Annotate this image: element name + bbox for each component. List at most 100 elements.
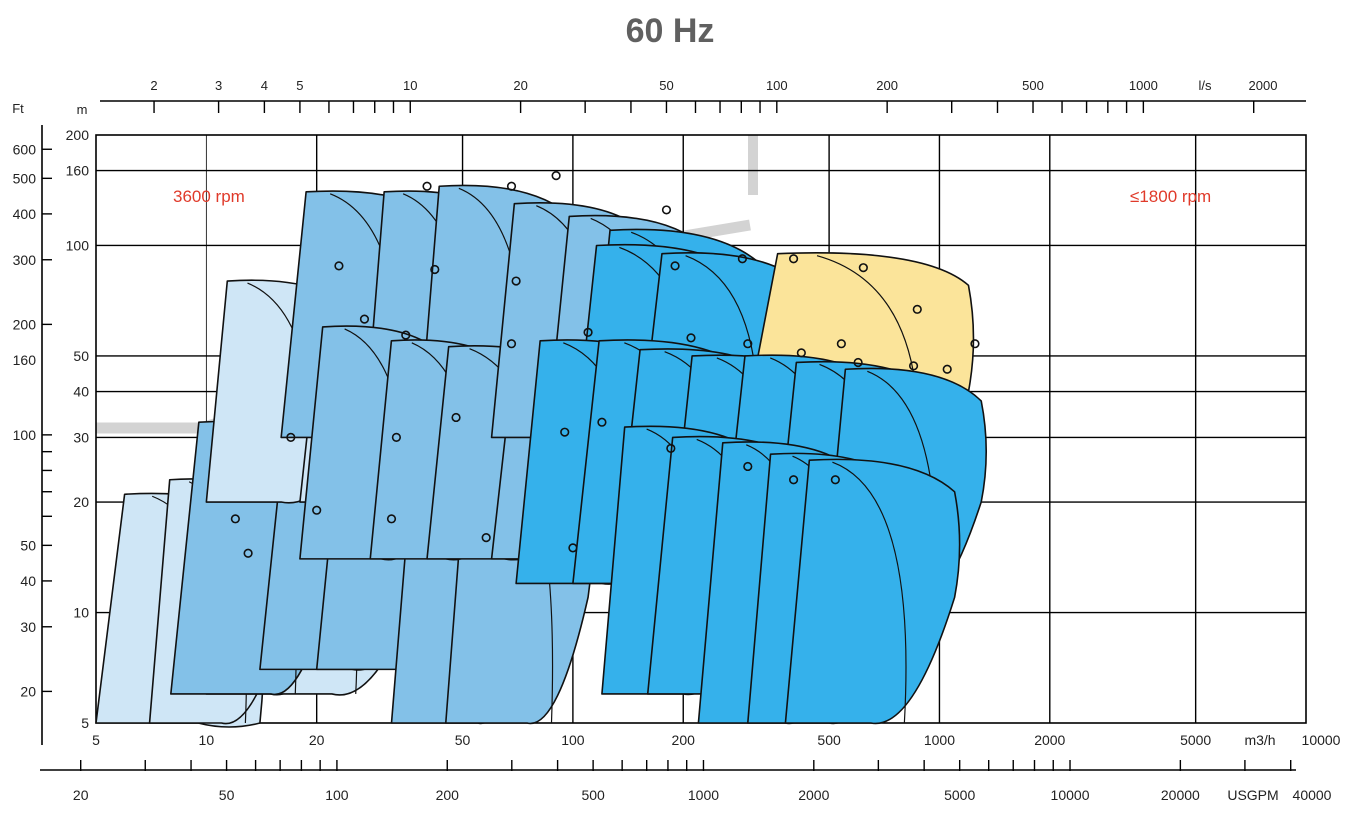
ft-axis-label-400: 400 xyxy=(13,206,37,222)
duty-point-30 xyxy=(506,181,517,191)
duty-point-14 xyxy=(788,475,799,485)
duty-point-23 xyxy=(853,357,863,368)
usgpm-axis-label-50: 50 xyxy=(219,787,235,803)
x-axis-unit: m3/h xyxy=(1244,732,1275,748)
y-axis-label-100: 100 xyxy=(66,237,90,253)
duty-point-29 xyxy=(422,181,432,191)
duty-point-10 xyxy=(560,427,570,437)
top-axis-label-3: 3 xyxy=(215,78,222,93)
usgpm-axis-label-20: 20 xyxy=(73,787,89,803)
annotation-1800-rpm: ≤1800 rpm xyxy=(1130,187,1211,206)
top-axis-label-50: 50 xyxy=(659,78,673,93)
top-axis-unit: l/s xyxy=(1199,78,1213,93)
duty-point-34 xyxy=(737,254,747,264)
usgpm-axis-label-1000: 1000 xyxy=(688,787,719,803)
duty-point-38 xyxy=(970,339,980,349)
ft-axis-label-160: 160 xyxy=(13,352,37,368)
duty-point-5 xyxy=(481,532,491,543)
y-axis-label-30: 30 xyxy=(73,429,89,445)
duty-point-28 xyxy=(511,276,521,286)
duty-point-36 xyxy=(858,263,868,273)
x-axis-label-5000: 5000 xyxy=(1180,732,1211,748)
ft-axis-label-500: 500 xyxy=(13,170,37,186)
duty-point-20 xyxy=(686,333,696,343)
duty-point-7 xyxy=(286,432,296,442)
usgpm-axis-end-label: 40000 xyxy=(1293,787,1332,803)
y-axis-label-200: 200 xyxy=(66,127,90,143)
duty-point-8 xyxy=(391,432,402,442)
duty-point-2 xyxy=(243,548,253,558)
usgpm-axis-label-200: 200 xyxy=(436,787,460,803)
top-axis-label-500: 500 xyxy=(1022,78,1044,93)
duty-point-6 xyxy=(568,543,578,553)
top-axis-label-1000: 1000 xyxy=(1129,78,1158,93)
x-axis-end-label: 10000 xyxy=(1302,732,1341,748)
duty-point-37 xyxy=(912,304,922,314)
chart-title: 60 Hz xyxy=(626,12,715,50)
duty-point-19 xyxy=(583,327,593,337)
x-axis-label-1000: 1000 xyxy=(924,732,955,748)
top-axis-label-2: 2 xyxy=(150,78,157,93)
x-axis-label-2000: 2000 xyxy=(1034,732,1065,748)
duty-point-3 xyxy=(312,505,322,515)
usgpm-axis-label-10000: 10000 xyxy=(1051,787,1090,803)
duty-point-35 xyxy=(788,254,799,264)
y-axis-label-10: 10 xyxy=(73,605,89,621)
ft-axis-label-40: 40 xyxy=(20,573,36,589)
duty-point-12 xyxy=(666,443,676,453)
ft-axis-unit: Ft xyxy=(12,101,24,116)
y-axis-label-5: 5 xyxy=(81,715,89,731)
top-axis-label-5: 5 xyxy=(296,78,303,93)
ft-axis-label-20: 20 xyxy=(20,683,36,699)
y-axis-label-20: 20 xyxy=(73,494,89,510)
duty-point-32 xyxy=(661,205,672,215)
top-axis-label-200: 200 xyxy=(876,78,898,93)
ft-axis-label-100: 100 xyxy=(13,427,37,443)
x-axis-label-500: 500 xyxy=(817,732,841,748)
duty-point-31 xyxy=(551,171,561,181)
duty-point-24 xyxy=(908,361,919,371)
duty-point-33 xyxy=(670,261,680,271)
pump-range-37-impeller-curve xyxy=(832,461,907,724)
x-axis-label-20: 20 xyxy=(309,732,325,748)
x-axis-label-5: 5 xyxy=(92,732,100,748)
ft-axis-label-200: 200 xyxy=(13,316,37,332)
top-axis-label-100: 100 xyxy=(766,78,788,93)
duty-point-9 xyxy=(451,412,461,423)
duty-point-16 xyxy=(359,314,370,324)
top-axis-label-10: 10 xyxy=(403,78,417,93)
top-axis-label-20: 20 xyxy=(513,78,527,93)
duty-point-1 xyxy=(230,514,240,524)
usgpm-axis-label-100: 100 xyxy=(325,787,349,803)
x-axis-label-100: 100 xyxy=(561,732,585,748)
ft-axis-label-300: 300 xyxy=(13,252,37,268)
duty-point-25 xyxy=(942,364,952,374)
ft-axis-label-600: 600 xyxy=(13,141,37,157)
top-axis-end-label: 2000 xyxy=(1249,78,1278,93)
duty-point-15 xyxy=(830,475,840,485)
usgpm-axis-label-500: 500 xyxy=(581,787,605,803)
y-axis-label-160: 160 xyxy=(66,163,90,179)
duty-point-39 xyxy=(836,339,846,349)
duty-point-21 xyxy=(743,339,753,349)
pump-range-37 xyxy=(784,458,961,725)
usgpm-axis-label-2000: 2000 xyxy=(798,787,829,803)
duty-point-22 xyxy=(796,348,806,358)
duty-point-13 xyxy=(743,461,753,472)
y-axis-label-50: 50 xyxy=(73,348,89,364)
y-axis-unit: m xyxy=(77,102,88,117)
duty-point-4 xyxy=(386,514,397,524)
duty-point-17 xyxy=(401,330,411,340)
duty-point-27 xyxy=(430,264,440,275)
ft-axis-label-50: 50 xyxy=(20,537,36,553)
x-axis-label-50: 50 xyxy=(455,732,471,748)
usgpm-axis-unit: USGPM xyxy=(1227,787,1278,803)
usgpm-axis-label-20000: 20000 xyxy=(1161,787,1200,803)
duty-point-26 xyxy=(334,261,344,271)
y-axis-label-40: 40 xyxy=(73,384,89,400)
ft-axis-label-30: 30 xyxy=(20,619,36,635)
duty-point-11 xyxy=(597,417,607,427)
duty-point-18 xyxy=(506,339,517,349)
